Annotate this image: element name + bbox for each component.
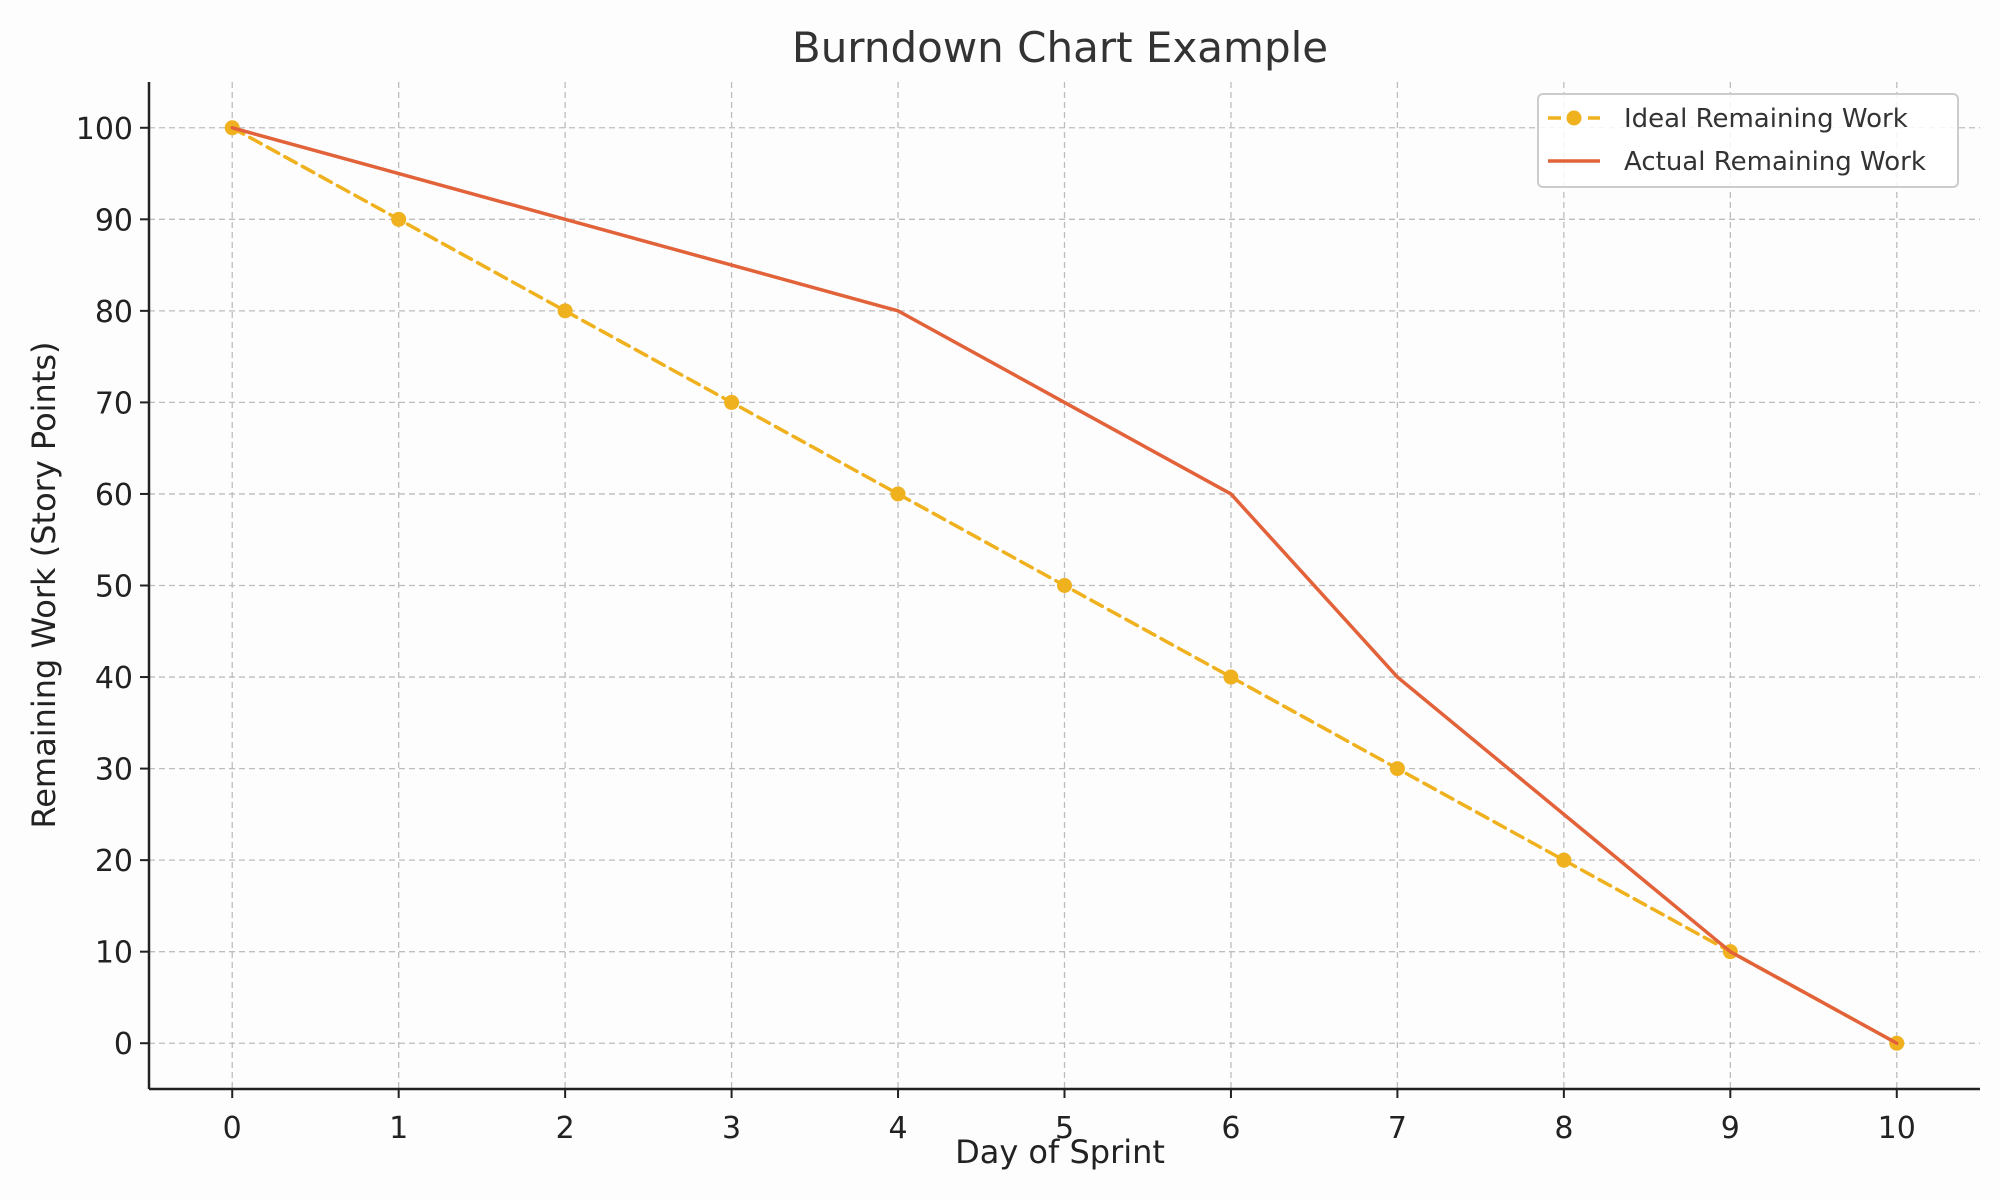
data-point xyxy=(557,303,573,319)
y-tick-label: 40 xyxy=(95,661,133,696)
data-point xyxy=(391,211,407,227)
legend-label-ideal: Ideal Remaining Work xyxy=(1624,104,1908,134)
x-tick-label: 1 xyxy=(389,1111,408,1146)
data-point xyxy=(1223,669,1239,685)
y-tick-label: 60 xyxy=(95,478,133,513)
data-point xyxy=(724,394,740,410)
data-point xyxy=(1556,852,1572,868)
x-tick-label: 2 xyxy=(556,1111,575,1146)
y-tick-label: 90 xyxy=(95,203,133,238)
chart-title: Burndown Chart Example xyxy=(792,23,1328,72)
y-tick-label: 10 xyxy=(95,936,133,971)
x-tick-label: 9 xyxy=(1721,1111,1740,1146)
x-tick-label: 7 xyxy=(1388,1111,1407,1146)
data-point xyxy=(890,486,906,502)
data-point xyxy=(1389,761,1405,777)
series xyxy=(224,120,1905,1051)
x-tick-label: 8 xyxy=(1554,1111,1573,1146)
y-tick-label: 20 xyxy=(95,844,133,879)
y-tick-label: 80 xyxy=(95,295,133,330)
x-tick-label: 6 xyxy=(1221,1111,1240,1146)
legend: Ideal Remaining Work Actual Remaining Wo… xyxy=(1537,93,1959,188)
x-tick-label: 3 xyxy=(722,1111,741,1146)
x-tick-label: 5 xyxy=(1055,1111,1074,1146)
legend-label-actual: Actual Remaining Work xyxy=(1624,147,1926,177)
legend-frame xyxy=(1537,93,1959,188)
y-tick-label: 70 xyxy=(95,386,133,421)
series-line-actual xyxy=(230,126,1899,1045)
y-tick-label: 30 xyxy=(95,753,133,788)
x-axis-label: Day of Sprint xyxy=(955,1133,1165,1171)
y-tick-label: 0 xyxy=(114,1027,133,1062)
x-tick-label: 10 xyxy=(1878,1111,1916,1146)
data-point xyxy=(1057,578,1072,593)
x-tick-label: 0 xyxy=(223,1111,242,1146)
y-tick-label: 50 xyxy=(95,570,133,605)
legend-marker-ideal xyxy=(1566,110,1582,126)
x-tick-label: 4 xyxy=(888,1111,907,1146)
y-axis-label: Remaining Work (Story Points) xyxy=(25,341,63,828)
y-tick-label: 100 xyxy=(76,112,133,147)
